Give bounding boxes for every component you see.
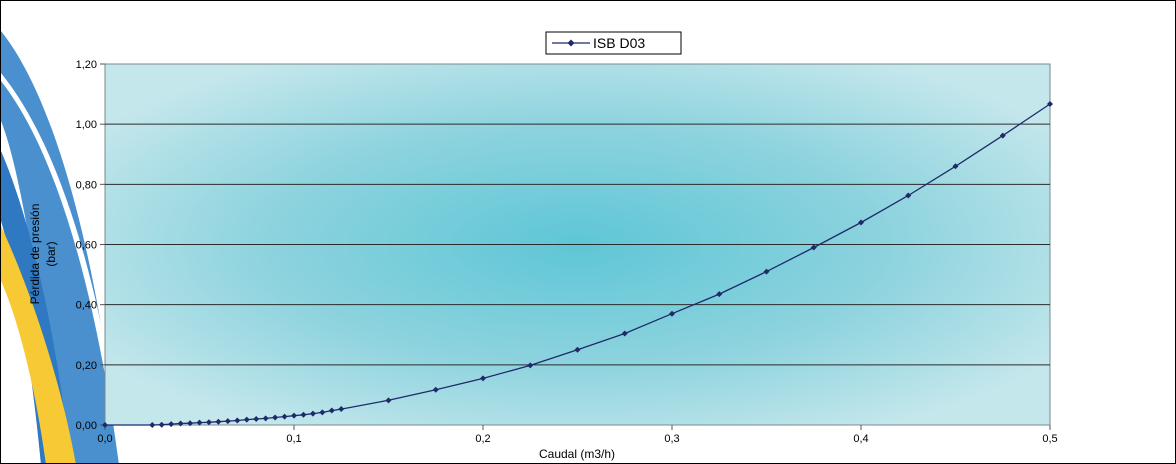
- y-tick-label: 0,80: [76, 179, 97, 191]
- data-point: [810, 244, 817, 251]
- x-tick-label: 0,0: [97, 433, 112, 445]
- data-point: [716, 291, 723, 298]
- data-point: [224, 418, 231, 425]
- gridlines: [105, 123, 1050, 366]
- data-point: [102, 422, 108, 428]
- data-point: [215, 418, 222, 425]
- data-point: [1047, 101, 1053, 108]
- legend-label: ISB D03: [593, 35, 645, 51]
- data-point: [669, 310, 675, 317]
- y-tick-label: 0,40: [76, 300, 97, 312]
- data-point: [158, 421, 165, 428]
- data-point: [196, 419, 203, 426]
- legend-box: [545, 31, 682, 55]
- swoosh-blue-wide: [1, 31, 121, 463]
- y-tick-labels: 0,00 0,20 0,40 0,60 0,80 1,00 1,20: [76, 59, 105, 432]
- y-axis-title-line2: (bar): [44, 241, 58, 266]
- x-tick-label: 0,4: [853, 433, 868, 445]
- data-point: [168, 421, 175, 428]
- data-point: [300, 411, 307, 418]
- data-point: [149, 422, 156, 428]
- data-point: [480, 375, 486, 382]
- x-tick-label: 0,5: [1042, 433, 1057, 445]
- data-point: [858, 219, 864, 226]
- decorative-swooshes: [1, 31, 125, 463]
- data-point: [574, 346, 581, 353]
- data-point: [234, 417, 241, 424]
- x-tick-label: 0,3: [664, 433, 679, 445]
- data-point: [243, 416, 250, 423]
- x-axis-title: Caudal (m3/h): [539, 447, 615, 461]
- y-tick-label: 1,20: [76, 59, 97, 71]
- legend-marker: [567, 39, 575, 47]
- y-axis-title: Pérdida de presión (bar): [28, 204, 58, 305]
- legend: ISB D03: [545, 31, 682, 55]
- data-point: [309, 410, 316, 417]
- data-point: [253, 415, 260, 422]
- x-tick-label: 0,1: [286, 433, 301, 445]
- data-point: [328, 407, 335, 414]
- data-point: [905, 192, 912, 199]
- data-point: [432, 386, 439, 393]
- y-tick-label: 0,60: [76, 240, 97, 252]
- series-layer: [102, 101, 1053, 428]
- data-point: [205, 419, 212, 426]
- data-point: [177, 420, 184, 427]
- swoosh-yellow: [1, 226, 76, 463]
- data-point: [291, 412, 297, 419]
- data-point: [952, 163, 959, 170]
- data-point: [319, 409, 326, 416]
- x-tick-labels: 0,0 0,1 0,2 0,3 0,4 0,5: [97, 425, 1058, 445]
- data-point: [272, 414, 279, 421]
- y-tick-label: 0,20: [76, 360, 97, 372]
- data-point: [187, 420, 194, 427]
- data-point: [262, 415, 269, 422]
- y-tick-label: 0,00: [76, 420, 97, 432]
- data-point: [763, 268, 770, 275]
- x-tick-label: 0,2: [475, 433, 490, 445]
- data-point: [338, 406, 345, 413]
- data-point: [999, 132, 1006, 139]
- y-axis-title-line1: Pérdida de presión: [28, 204, 42, 305]
- data-point: [281, 413, 288, 420]
- data-point: [385, 397, 392, 404]
- y-tick-label: 1,00: [76, 119, 97, 131]
- data-point: [621, 330, 628, 337]
- data-point: [527, 362, 534, 369]
